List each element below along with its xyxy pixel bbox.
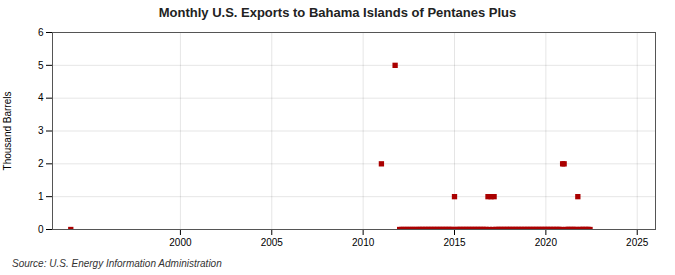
svg-text:0: 0	[38, 224, 44, 235]
svg-text:2025: 2025	[626, 237, 649, 248]
svg-text:5: 5	[38, 60, 44, 71]
svg-text:2010: 2010	[352, 237, 375, 248]
svg-text:1: 1	[38, 191, 44, 202]
svg-text:2020: 2020	[535, 237, 558, 248]
svg-text:2: 2	[38, 158, 44, 169]
svg-text:2000: 2000	[169, 237, 192, 248]
svg-text:3: 3	[38, 125, 44, 136]
svg-text:Thousand Barrels: Thousand Barrels	[2, 92, 13, 171]
html-text:Monthly U.S. Exports to Bahama: Monthly U.S. Exports to Bahama Islands o…	[158, 5, 517, 20]
svg-text:4: 4	[38, 92, 44, 103]
svg-text:2005: 2005	[261, 237, 284, 248]
html-text:Source: U.S. Energy Informatio: Source: U.S. Energy Information Administ…	[12, 258, 222, 269]
svg-text:2015: 2015	[443, 237, 466, 248]
svg-text:6: 6	[38, 27, 44, 38]
